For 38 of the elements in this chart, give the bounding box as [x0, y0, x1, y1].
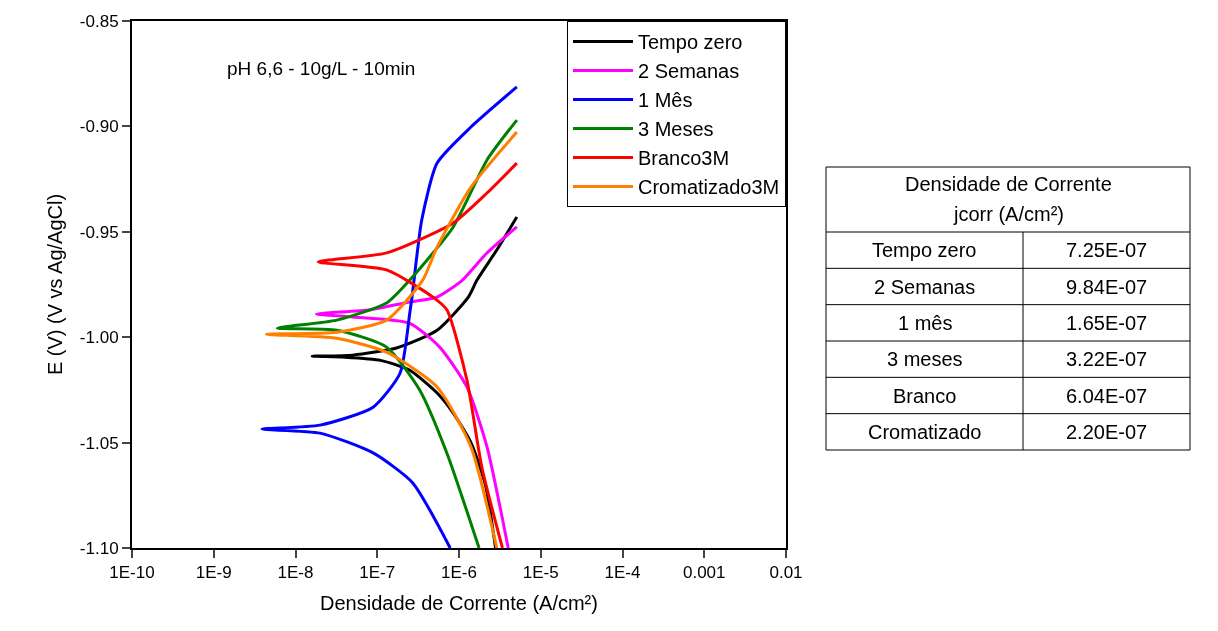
text: jcorr (A/cm²): [953, 203, 1064, 225]
category-label: 3 meses: [887, 348, 963, 370]
y-tick-label: -0.85: [79, 11, 119, 31]
category-label: 1 mês: [898, 312, 953, 334]
x-tick-label: 1E-5: [522, 563, 559, 583]
x-tick-label: 1E-4: [604, 563, 641, 583]
legend-label: 1 Mês: [638, 89, 693, 112]
text: 6.04E-07: [1066, 385, 1148, 407]
text: Densidade de Corrente: [905, 173, 1112, 195]
category-label: 2 Semanas: [874, 276, 976, 298]
y-tick-label: -1.00: [79, 328, 119, 348]
x-tick-label: 1E-9: [195, 563, 232, 583]
y-axis-title: E (V) (V vs Ag/AgCl): [43, 193, 66, 376]
legend-label: Tempo zero: [638, 31, 743, 54]
x-tick-label: 1E-8: [277, 563, 314, 583]
y-tick-label: -1.10: [79, 538, 119, 558]
text: 1.65E-07: [1066, 312, 1148, 334]
x-axis-title: Densidade de Corrente (A/cm²): [320, 592, 598, 615]
category-label: Branco: [893, 385, 957, 407]
legend-label: Cromatizado3M: [638, 176, 780, 199]
x-tick-label: 1E-10: [109, 563, 155, 583]
legend-label: 3 Meses: [638, 118, 714, 141]
text: 2.20E-07: [1066, 421, 1148, 443]
x-tick-label: 1E-7: [359, 563, 396, 583]
category-label: Tempo zero: [872, 239, 977, 261]
y-tick-label: -0.90: [79, 117, 119, 137]
category-label: Cromatizado: [868, 421, 982, 443]
legend-label: 2 Semanas: [638, 60, 740, 83]
text: 9.84E-07: [1066, 276, 1148, 298]
text: 3.22E-07: [1066, 348, 1148, 370]
y-tick-label: -0.95: [79, 222, 119, 242]
x-tick-label: 0.001: [682, 563, 726, 583]
annotation: pH 6,6 - 10g/L - 10min: [227, 58, 416, 79]
y-tick-label: -1.05: [79, 433, 119, 453]
x-tick-label: 0.01: [769, 563, 803, 583]
legend-label: Branco3M: [638, 147, 730, 170]
x-tick-label: 1E-6: [441, 563, 477, 583]
text: 7.25E-07: [1066, 239, 1148, 261]
